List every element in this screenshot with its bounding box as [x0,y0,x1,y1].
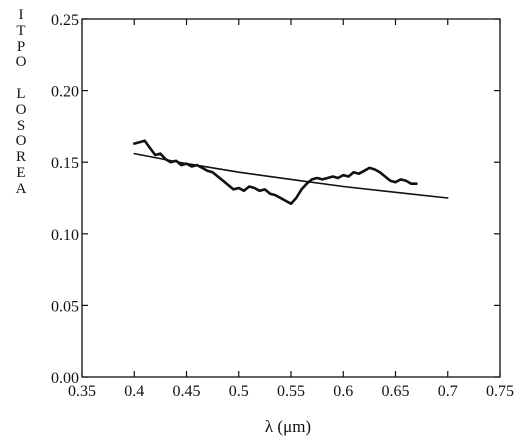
y-axis-label-letter: P [16,38,26,55]
x-tick-label: 0.45 [173,383,201,400]
y-tick-label: 0.25 [51,12,79,29]
y-tick-label: 0.15 [51,155,79,172]
y-axis-label-letter: E [16,164,26,181]
x-tick-label: 0.65 [382,383,410,400]
y-axis-label-letter: R [15,149,26,166]
smooth-series-line [133,152,449,199]
measured-series-line [133,139,418,205]
y-axis-label-letter: I [18,7,24,23]
y-tick-label: 0.10 [51,227,79,244]
y-axis-label-letter: O [15,133,27,150]
x-tick-label: 0.4 [124,383,144,400]
y-axis-label-letter: T [16,22,26,39]
y-axis-label-letter: S [16,117,26,134]
x-tick-label: 0.5 [229,383,249,400]
y-axis-label-letter [14,71,28,87]
y-tick-label: 0.20 [51,84,79,101]
y-axis-label-letter: A [15,180,27,197]
x-axis-label: λ (μm) [264,417,312,436]
x-tick-label: 0.35 [68,383,96,400]
x-tick-label: 0.55 [277,383,305,400]
x-tick-label: 0.75 [486,383,514,400]
y-axis-label-letter: L [16,85,26,102]
x-tick-label: 0.7 [438,383,458,400]
x-tick-label: 0.6 [333,383,353,400]
y-axis-label-letter: O [15,101,27,118]
plot-frame [81,18,501,378]
y-tick-label: 0.05 [51,298,79,315]
y-axis-label-letter: O [15,54,27,71]
y-tick-label: 0.00 [51,370,79,387]
